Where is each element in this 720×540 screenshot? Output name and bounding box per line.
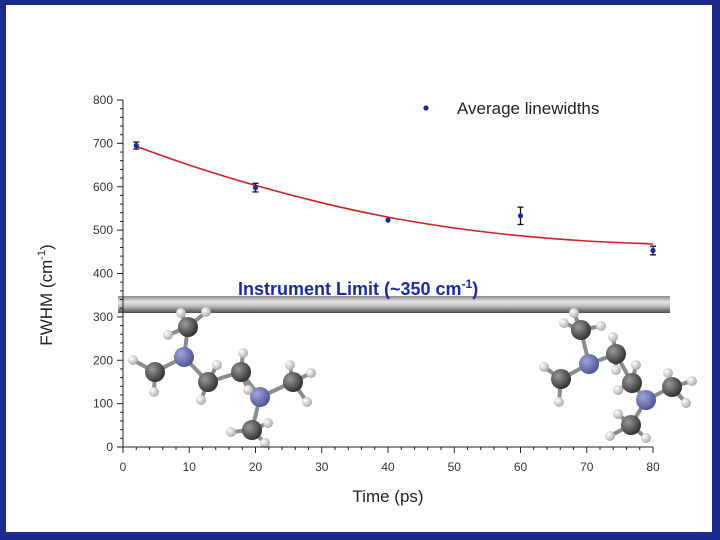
molecule-atom bbox=[306, 368, 316, 378]
legend: Average linewidths bbox=[423, 99, 599, 118]
x-tick-label: 70 bbox=[580, 460, 594, 474]
molecule-atom bbox=[641, 433, 651, 443]
x-axis-label: Time (ps) bbox=[352, 487, 423, 506]
data-point bbox=[385, 217, 391, 223]
molecule-atom bbox=[539, 362, 549, 372]
molecule-atom bbox=[178, 317, 198, 337]
molecule-atom bbox=[128, 355, 138, 365]
molecule-atom bbox=[302, 397, 312, 407]
y-tick-label: 400 bbox=[93, 267, 113, 281]
molecule-atom bbox=[226, 427, 236, 437]
instrument-limit-label: Instrument Limit (~350 cm-1) bbox=[238, 277, 478, 299]
y-tick-label: 500 bbox=[93, 223, 113, 237]
molecule-atom bbox=[606, 344, 626, 364]
molecule-atom bbox=[196, 395, 206, 405]
molecule-atom bbox=[285, 360, 295, 370]
molecule-atom bbox=[569, 308, 579, 318]
point-marker bbox=[517, 213, 524, 219]
molecule-atom bbox=[681, 398, 691, 408]
molecule-atom bbox=[176, 308, 186, 318]
y-axis-ticks: 0 100 200 300 400 500 600 700 800 bbox=[93, 93, 123, 454]
y-axis-label-main: FWHM (cm bbox=[37, 260, 56, 346]
molecule-atom bbox=[551, 369, 571, 389]
fit-curve bbox=[136, 145, 654, 245]
molecule-atom bbox=[174, 347, 194, 367]
y-axis-label: FWHM (cm-1) bbox=[36, 244, 56, 345]
molecule-atom bbox=[198, 372, 218, 392]
y-axis-label-end: ) bbox=[37, 244, 56, 250]
molecule-atom bbox=[231, 362, 251, 382]
instrument-limit-sup: -1 bbox=[462, 277, 473, 291]
molecule-atom bbox=[250, 387, 270, 407]
molecule-atom bbox=[611, 365, 621, 375]
molecule-atom bbox=[613, 385, 623, 395]
instrument-limit-band bbox=[118, 296, 670, 313]
y-tick-label: 800 bbox=[93, 93, 113, 107]
molecule-atom bbox=[238, 348, 248, 358]
molecule-atom bbox=[613, 409, 623, 419]
molecule-atom bbox=[622, 373, 642, 393]
molecule-atom bbox=[145, 362, 165, 382]
point-marker bbox=[385, 217, 391, 223]
data-point bbox=[133, 141, 140, 150]
molecule-atom bbox=[242, 420, 262, 440]
molecule-atom bbox=[263, 418, 273, 428]
molecule-atom bbox=[163, 330, 173, 340]
x-tick-label: 60 bbox=[514, 460, 528, 474]
x-tick-label: 40 bbox=[381, 460, 395, 474]
point-marker bbox=[252, 185, 259, 191]
x-tick-label: 50 bbox=[448, 460, 462, 474]
y-tick-label: 200 bbox=[93, 353, 113, 367]
data-point bbox=[650, 245, 656, 256]
x-tick-label: 30 bbox=[315, 460, 329, 474]
molecule-atom bbox=[283, 372, 303, 392]
data-point bbox=[252, 182, 259, 193]
legend-label: Average linewidths bbox=[457, 99, 599, 118]
tmeda-molecule-right-icon bbox=[539, 308, 697, 443]
x-tick-label: 10 bbox=[183, 460, 197, 474]
y-tick-label: 300 bbox=[93, 310, 113, 324]
y-tick-label: 700 bbox=[93, 136, 113, 150]
x-tick-label: 80 bbox=[646, 460, 660, 474]
molecule-atom bbox=[621, 415, 641, 435]
instrument-limit-text: Instrument Limit (~350 cm bbox=[238, 279, 462, 299]
molecule-atom bbox=[243, 385, 253, 395]
molecule-atom bbox=[608, 332, 618, 342]
molecule-atom bbox=[636, 390, 656, 410]
molecule-atom bbox=[212, 360, 222, 370]
data-points bbox=[133, 141, 656, 256]
legend-marker bbox=[423, 105, 429, 111]
molecule-atom bbox=[663, 368, 673, 378]
molecule-atom bbox=[201, 307, 211, 317]
molecule-atom bbox=[605, 431, 615, 441]
slide: 0 100 200 300 400 500 600 700 800 0 10 20 30 40 50 60 7… bbox=[6, 5, 712, 532]
molecule-atom bbox=[662, 377, 682, 397]
molecule-atom bbox=[579, 354, 599, 374]
y-tick-label: 600 bbox=[93, 180, 113, 194]
molecule-atom bbox=[149, 387, 159, 397]
molecule-atom bbox=[571, 320, 591, 340]
x-tick-label: 0 bbox=[120, 460, 127, 474]
linewidth-chart: 0 100 200 300 400 500 600 700 800 0 10 20 30 40 50 60 7… bbox=[36, 93, 697, 506]
molecule-atom bbox=[554, 397, 564, 407]
point-marker bbox=[133, 142, 139, 149]
point-marker bbox=[650, 247, 656, 254]
molecule-atom bbox=[687, 376, 697, 386]
data-point bbox=[517, 206, 524, 226]
molecule-atom bbox=[631, 360, 641, 370]
instrument-limit-end: ) bbox=[472, 279, 478, 299]
x-tick-label: 20 bbox=[249, 460, 263, 474]
y-tick-label: 100 bbox=[93, 397, 113, 411]
x-axis-ticks: 0 10 20 30 40 50 60 70 80 bbox=[120, 447, 660, 474]
molecule-atom bbox=[559, 318, 569, 328]
molecule-atom bbox=[260, 438, 270, 448]
molecule-atom bbox=[596, 321, 606, 331]
y-tick-label: 0 bbox=[106, 440, 113, 454]
y-axis-label-sup: -1 bbox=[36, 250, 48, 260]
tmeda-molecule-left-icon bbox=[128, 307, 316, 448]
